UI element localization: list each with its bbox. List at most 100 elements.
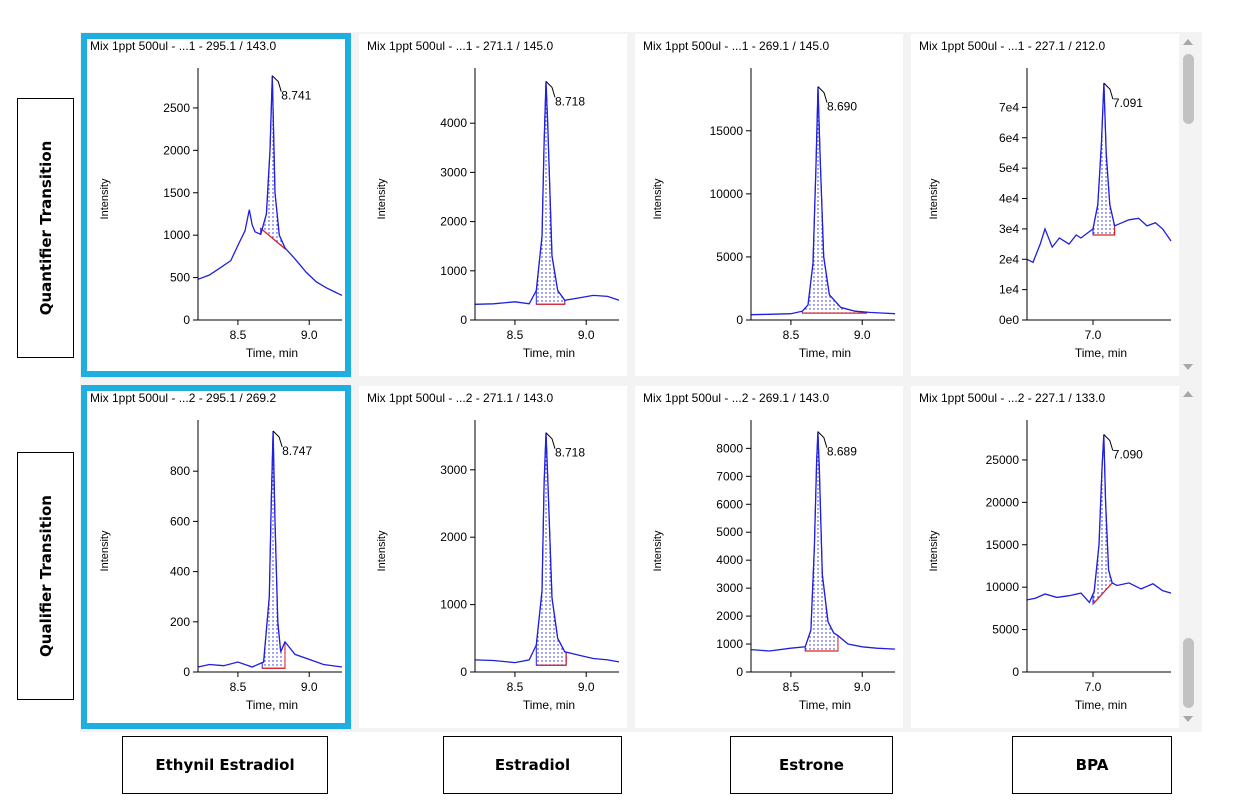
- chart-title: Mix 1ppt 500ul - ...1 - 271.1 / 145.0: [367, 39, 553, 53]
- x-tick-label: 8.5: [507, 680, 524, 694]
- triangle-down-icon[interactable]: [1183, 364, 1193, 370]
- chromatogram-trace: [750, 86, 896, 316]
- chromatogram-panel[interactable]: Mix 1ppt 500ul - ...1 - 227.1 / 212.0 0e0…: [911, 34, 1179, 376]
- x-axis-label: Time, min: [799, 698, 851, 712]
- x-tick-label: 8.5: [783, 328, 800, 342]
- chromatogram-grid: Mix 1ppt 500ul - ...1 - 295.1 / 143.0 0 50…: [81, 33, 1179, 729]
- panel-background: [82, 34, 350, 376]
- x-tick-label: 8.5: [507, 328, 524, 342]
- scrollbar-top-row[interactable]: [1178, 34, 1200, 374]
- chromatogram-panel[interactable]: Mix 1ppt 500ul - ...2 - 295.1 / 269.2 0 20…: [81, 385, 351, 729]
- y-tick-label: 3000: [440, 463, 467, 477]
- chromatogram-panel[interactable]: Mix 1ppt 500ul - ...1 - 271.1 / 145.0 0 10…: [359, 34, 627, 376]
- row-label-qualifier: Qualifier Transition: [17, 452, 74, 700]
- integration-baseline: [1092, 582, 1113, 605]
- chromatogram-trace: [750, 431, 896, 652]
- x-axis-label: Time, min: [523, 346, 575, 360]
- scrollbar-thumb[interactable]: [1183, 54, 1194, 124]
- chromatogram-panel[interactable]: Mix 1ppt 500ul - ...2 - 227.1 / 133.0 0 50…: [911, 386, 1179, 728]
- peak-label-leader: [1103, 82, 1114, 100]
- y-tick-label: 3000: [440, 165, 467, 179]
- y-tick-label: 20000: [986, 495, 1020, 509]
- column-label-estradiol: Estradiol: [443, 736, 622, 794]
- x-tick-label: 9.0: [854, 328, 871, 342]
- triangle-up-icon[interactable]: [1183, 39, 1193, 45]
- chart-title: Mix 1ppt 500ul - ...1 - 269.1 / 145.0: [643, 39, 829, 53]
- row-label-quantifier: Quantifier Transition: [17, 98, 74, 358]
- y-tick-label: 2500: [163, 101, 190, 115]
- peak-label-leader: [545, 81, 556, 98]
- y-tick-label: 0: [736, 313, 743, 327]
- y-tick-label: 2000: [163, 143, 190, 157]
- x-tick-label: 8.5: [230, 680, 247, 694]
- y-axis-label: Intensity: [928, 530, 940, 571]
- chromatogram-trace: [197, 430, 343, 668]
- x-tick-label: 9.0: [578, 328, 595, 342]
- x-tick-label: 9.0: [578, 680, 595, 694]
- panel-background: [82, 386, 350, 728]
- x-axis-label: Time, min: [799, 346, 851, 360]
- y-axis-label: Intensity: [99, 178, 111, 219]
- scrollbar-bottom-row[interactable]: [1178, 386, 1200, 726]
- y-tick-label: 10000: [710, 187, 744, 201]
- y-tick-label: 10000: [986, 580, 1020, 594]
- y-tick-label: 500: [170, 271, 190, 285]
- y-tick-label: 5e4: [999, 161, 1019, 175]
- row-label-qualifier-text: Qualifier Transition: [36, 495, 55, 657]
- y-tick-label: 0: [183, 665, 190, 679]
- y-tick-label: 3e4: [999, 222, 1019, 236]
- chromatogram-panel[interactable]: Mix 1ppt 500ul - ...2 - 271.1 / 143.0 0 10…: [359, 386, 627, 728]
- chromatogram-panel[interactable]: Mix 1ppt 500ul - ...2 - 269.1 / 143.0 0 10…: [635, 386, 903, 728]
- peak-retention-time: 7.090: [1113, 447, 1143, 461]
- peak-retention-time: 7.091: [1113, 96, 1143, 110]
- y-tick-label: 0: [183, 313, 190, 327]
- y-axis-label: Intensity: [652, 530, 664, 571]
- panel-background: [635, 386, 903, 728]
- chromatogram-trace: [474, 432, 620, 664]
- peak-label-leader: [271, 75, 282, 92]
- y-tick-label: 6000: [716, 497, 743, 511]
- y-tick-label: 2000: [440, 215, 467, 229]
- row-label-quantifier-text: Quantifier Transition: [36, 140, 55, 316]
- panel-background: [359, 386, 627, 728]
- y-axis-label: Intensity: [652, 178, 664, 219]
- peak-label-leader: [1103, 434, 1114, 451]
- y-tick-label: 0e0: [999, 313, 1019, 327]
- y-tick-label: 0: [736, 665, 743, 679]
- peak-retention-time: 8.747: [282, 444, 312, 458]
- chromatogram-panel[interactable]: Mix 1ppt 500ul - ...1 - 295.1 / 143.0 0 50…: [81, 33, 351, 377]
- peak-label-leader: [817, 86, 828, 103]
- x-axis-label: Time, min: [246, 698, 298, 712]
- column-label-ethynil-estradiol: Ethynil Estradiol: [122, 736, 328, 794]
- x-axis-label: Time, min: [1075, 698, 1127, 712]
- chromatogram-trace: [1026, 434, 1172, 604]
- panel-background: [635, 34, 903, 376]
- integration-baseline: [260, 227, 286, 250]
- column-label-estrone: Estrone: [730, 736, 893, 794]
- triangle-up-icon[interactable]: [1183, 391, 1193, 397]
- y-tick-label: 1e4: [999, 283, 1019, 297]
- chart-title: Mix 1ppt 500ul - ...2 - 271.1 / 143.0: [367, 391, 553, 405]
- y-tick-label: 4000: [716, 553, 743, 567]
- x-tick-label: 7.0: [1085, 680, 1102, 694]
- y-tick-label: 0: [1012, 665, 1019, 679]
- scrollbar-thumb[interactable]: [1183, 638, 1194, 708]
- y-tick-label: 2e4: [999, 252, 1019, 266]
- y-tick-label: 15000: [986, 538, 1020, 552]
- selection-highlight: [81, 385, 351, 729]
- peak-label-leader: [545, 432, 556, 449]
- y-axis-label: Intensity: [928, 178, 940, 219]
- triangle-down-icon[interactable]: [1183, 716, 1193, 722]
- x-axis-label: Time, min: [523, 698, 575, 712]
- y-tick-label: 4e4: [999, 192, 1019, 206]
- peak-label-leader: [272, 430, 283, 448]
- chromatogram-panel-area: Mix 1ppt 500ul - ...1 - 295.1 / 143.0 0 50…: [80, 32, 1202, 732]
- y-tick-label: 800: [170, 464, 190, 478]
- peak-retention-time: 8.689: [827, 445, 857, 459]
- y-tick-label: 5000: [716, 525, 743, 539]
- column-label-bpa: BPA: [1012, 736, 1172, 794]
- chromatogram-panel[interactable]: Mix 1ppt 500ul - ...1 - 269.1 / 145.0 0 50…: [635, 34, 903, 376]
- chart-title: Mix 1ppt 500ul - ...2 - 269.1 / 143.0: [643, 391, 829, 405]
- y-tick-label: 400: [170, 565, 190, 579]
- x-tick-label: 9.0: [301, 328, 318, 342]
